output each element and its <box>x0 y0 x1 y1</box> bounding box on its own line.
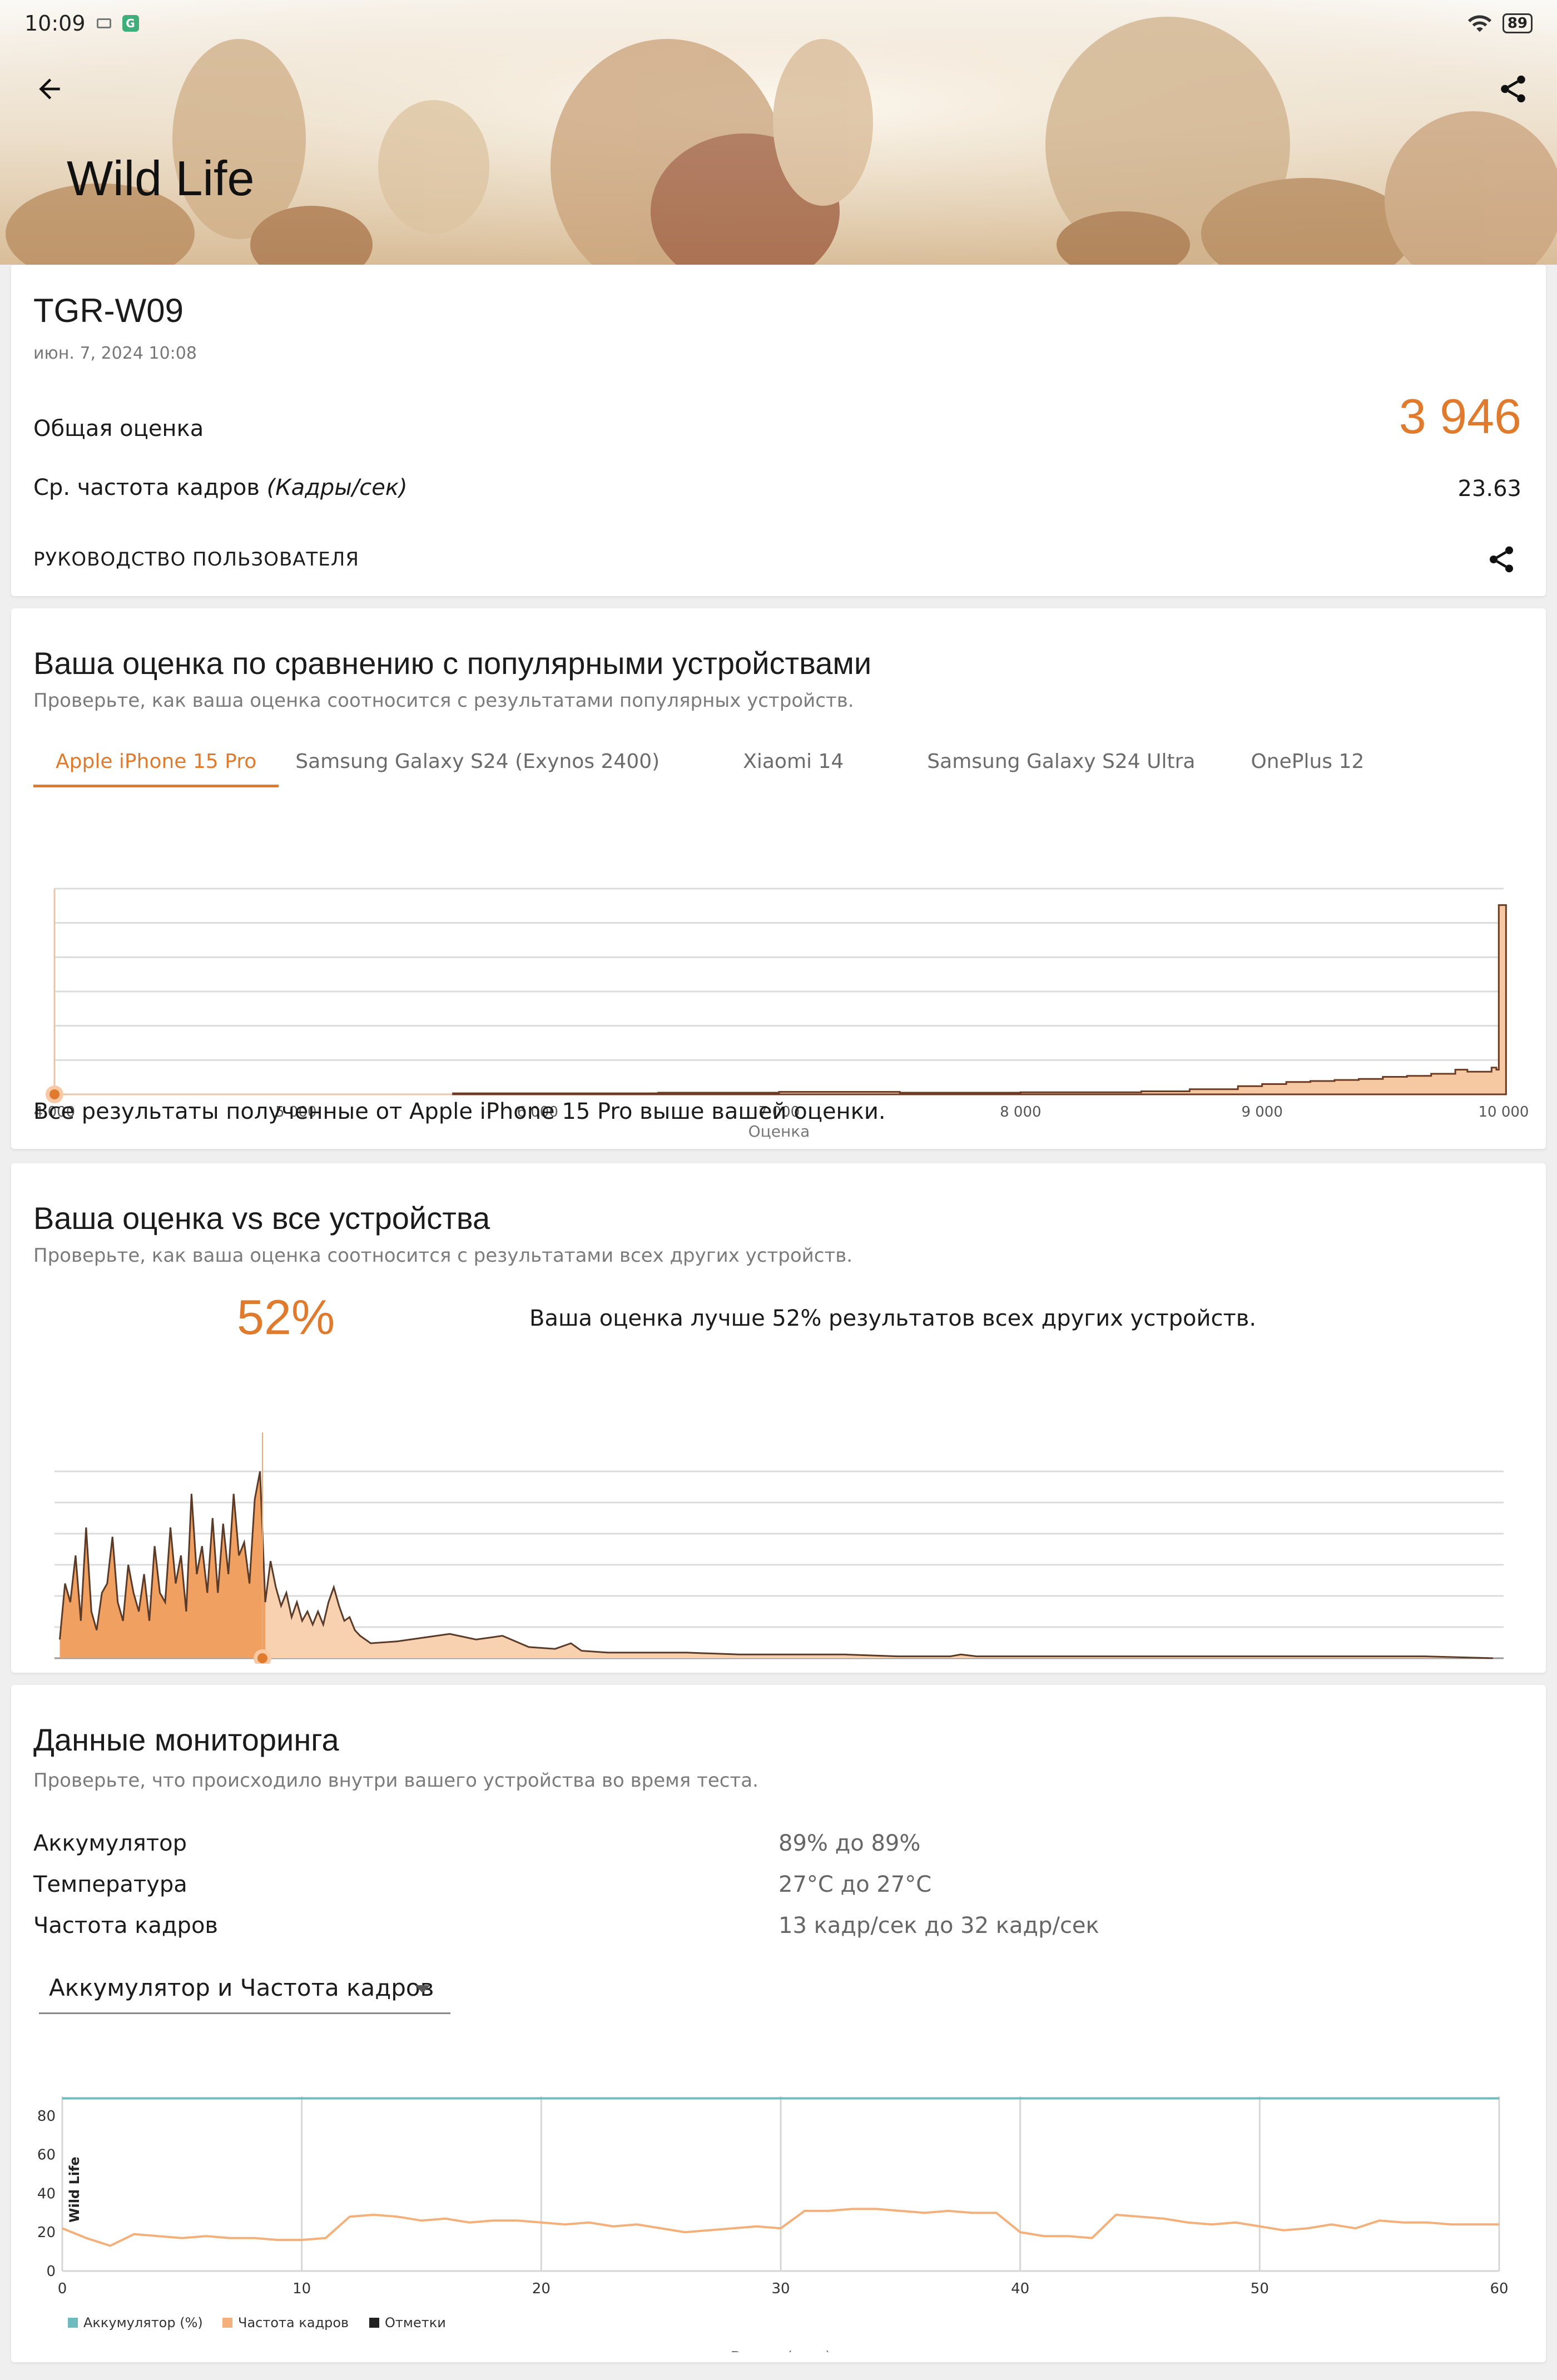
legend-swatch <box>222 2318 232 2328</box>
legend-swatch <box>68 2318 78 2328</box>
percentile-text: Ваша оценка лучше 52% результатов всех д… <box>529 1306 1257 1331</box>
x-tick-label: 8 000 <box>1000 1104 1041 1120</box>
all-devices-card: Ваша оценка vs все устройства Проверьте,… <box>11 1163 1546 1673</box>
y-axis-title: Wild Life <box>67 2156 82 2223</box>
arrow-left-icon <box>39 78 60 100</box>
fps-label-text: Ср. частота кадров <box>33 475 260 500</box>
fps-label: Ср. частота кадров (Кадры/сек) <box>33 475 408 500</box>
result-share-button[interactable] <box>1479 537 1524 582</box>
y-tick-label: 80 <box>37 2108 56 2125</box>
notification-icon <box>96 18 111 28</box>
x-tick-label: 10 000 <box>1479 1104 1529 1120</box>
y-tick-label: 60 <box>37 2147 56 2164</box>
x-tick-label: 30 <box>771 2280 790 2297</box>
legend-label: Частота кадров <box>238 2315 349 2331</box>
your-score-marker <box>257 1653 267 1663</box>
caret-down-icon <box>415 1985 430 1993</box>
monitoring-chart: 0 10 20 30 40 50 60 0 20 40 60 80 Wild Life Аккумулят… <box>37 2096 1509 2352</box>
framerate-label: Частота кадров <box>33 1913 218 1938</box>
monitoring-title: Данные мониторинга <box>33 1722 339 1757</box>
monitoring-chart-select[interactable]: Аккумулятор и Частота кадров <box>39 1963 450 2014</box>
distribution-line <box>58 1471 1494 1659</box>
all-devices-title: Ваша оценка vs все устройства <box>33 1201 490 1236</box>
share-button[interactable] <box>1488 64 1538 114</box>
battery-value: 89% до 89% <box>778 1831 921 1856</box>
x-tick-label: 6 000 <box>517 1104 558 1120</box>
hero-artwork <box>0 0 1557 265</box>
tab-apple-iphone-15-pro[interactable]: Apple iPhone 15 Pro <box>33 742 279 787</box>
summary-card: TGR-W09 июн. 7, 2024 10:08 Общая оценка … <box>11 265 1546 596</box>
share-icon <box>1501 75 1525 103</box>
monitoring-chart-select-value: Аккумулятор и Частота кадров <box>49 1974 434 2001</box>
overall-score-label: Общая оценка <box>33 416 204 442</box>
y-tick-label: 0 <box>46 2263 56 2280</box>
popular-note: Все результаты полученные от Apple iPhon… <box>33 1099 886 1124</box>
x-tick-label: 0 <box>58 2280 67 2297</box>
battery-label: Аккумулятор <box>33 1831 187 1856</box>
tab-samsung-galaxy-s24-ultra[interactable]: Samsung Galaxy S24 Ultra <box>927 750 1196 773</box>
legend-label: Аккумулятор (%) <box>83 2315 203 2331</box>
popular-title: Ваша оценка по сравнению с популярными у… <box>33 646 872 681</box>
tab-samsung-galaxy-s24-exynos[interactable]: Samsung Galaxy S24 (Exynos 2400) <box>295 750 660 773</box>
y-tick-label: 40 <box>37 2185 56 2202</box>
temperature-value: 27°C до 27°C <box>778 1872 932 1897</box>
monitoring-subtitle: Проверьте, что происходило внутри вашего… <box>33 1769 758 1792</box>
legend-swatch <box>369 2318 379 2328</box>
x-tick-label: 10 <box>292 2280 311 2297</box>
x-tick-label: 50 <box>1251 2280 1269 2297</box>
status-bar: 10:09 G 89 <box>0 0 1557 47</box>
x-tick-label: 20 <box>532 2280 551 2297</box>
x-tick-label: 9 000 <box>1241 1104 1282 1120</box>
status-time: 10:09 <box>24 11 86 36</box>
framerate-line <box>62 2208 1499 2247</box>
x-axis-title: Оценка <box>748 1122 810 1141</box>
share-icon <box>1490 546 1513 573</box>
x-tick-label: 4 000 <box>34 1104 75 1120</box>
framerate-value: 13 кадр/сек до 32 кадр/сек <box>778 1913 1099 1938</box>
x-tick-label: 7 000 <box>758 1104 800 1120</box>
app-badge-icon: G <box>122 15 139 32</box>
tab-oneplus-12[interactable]: OnePlus 12 <box>1251 750 1365 773</box>
popular-devices-card: Ваша оценка по сравнению с популярными у… <box>11 608 1546 1149</box>
user-guide-link[interactable]: РУКОВОДСТВО ПОЛЬЗОВАТЕЛЯ <box>33 548 359 571</box>
fps-unit: (Кадры/сек) <box>266 475 408 500</box>
monitoring-card: Данные мониторинга Проверьте, что происх… <box>11 1685 1546 2362</box>
your-score-marker <box>49 1089 59 1099</box>
percentile-value: 52% <box>237 1290 335 1345</box>
back-button[interactable] <box>24 64 75 114</box>
device-tabs: Apple iPhone 15 Pro Samsung Galaxy S24 (… <box>33 742 1386 787</box>
tab-xiaomi-14[interactable]: Xiaomi 14 <box>743 750 844 773</box>
test-date: июн. 7, 2024 10:08 <box>33 344 197 363</box>
x-tick-label: 5 000 <box>275 1104 316 1120</box>
wifi-icon <box>1467 15 1491 32</box>
distribution-area-below <box>59 1471 266 1658</box>
fps-value: 23.63 <box>1457 476 1521 502</box>
popular-comparison-chart: 4 000 5 000 6 000 7 000 8 000 9 000 10 000 Оцен… <box>34 887 1529 1141</box>
temperature-label: Температура <box>33 1872 187 1897</box>
x-axis-title: Время (сек.) <box>730 2348 831 2352</box>
distribution-area <box>452 904 1507 1095</box>
overall-score-value: 3 946 <box>1399 389 1521 444</box>
hero-banner: Wild Life <box>0 0 1557 265</box>
x-tick-label: 40 <box>1011 2280 1029 2297</box>
battery-indicator: 89 <box>1502 13 1533 33</box>
all-devices-subtitle: Проверьте, как ваша оценка соотносится с… <box>33 1244 853 1267</box>
device-name: TGR-W09 <box>33 292 184 329</box>
legend-label: Отметки <box>385 2315 446 2331</box>
popular-subtitle: Проверьте, как ваша оценка соотносится с… <box>33 690 854 712</box>
x-tick-label: 60 <box>1490 2280 1508 2297</box>
y-tick-label: 20 <box>37 2224 56 2241</box>
page-title: Wild Life <box>67 151 255 206</box>
